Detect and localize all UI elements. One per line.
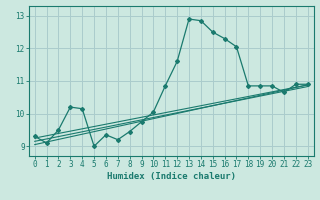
- X-axis label: Humidex (Indice chaleur): Humidex (Indice chaleur): [107, 172, 236, 181]
